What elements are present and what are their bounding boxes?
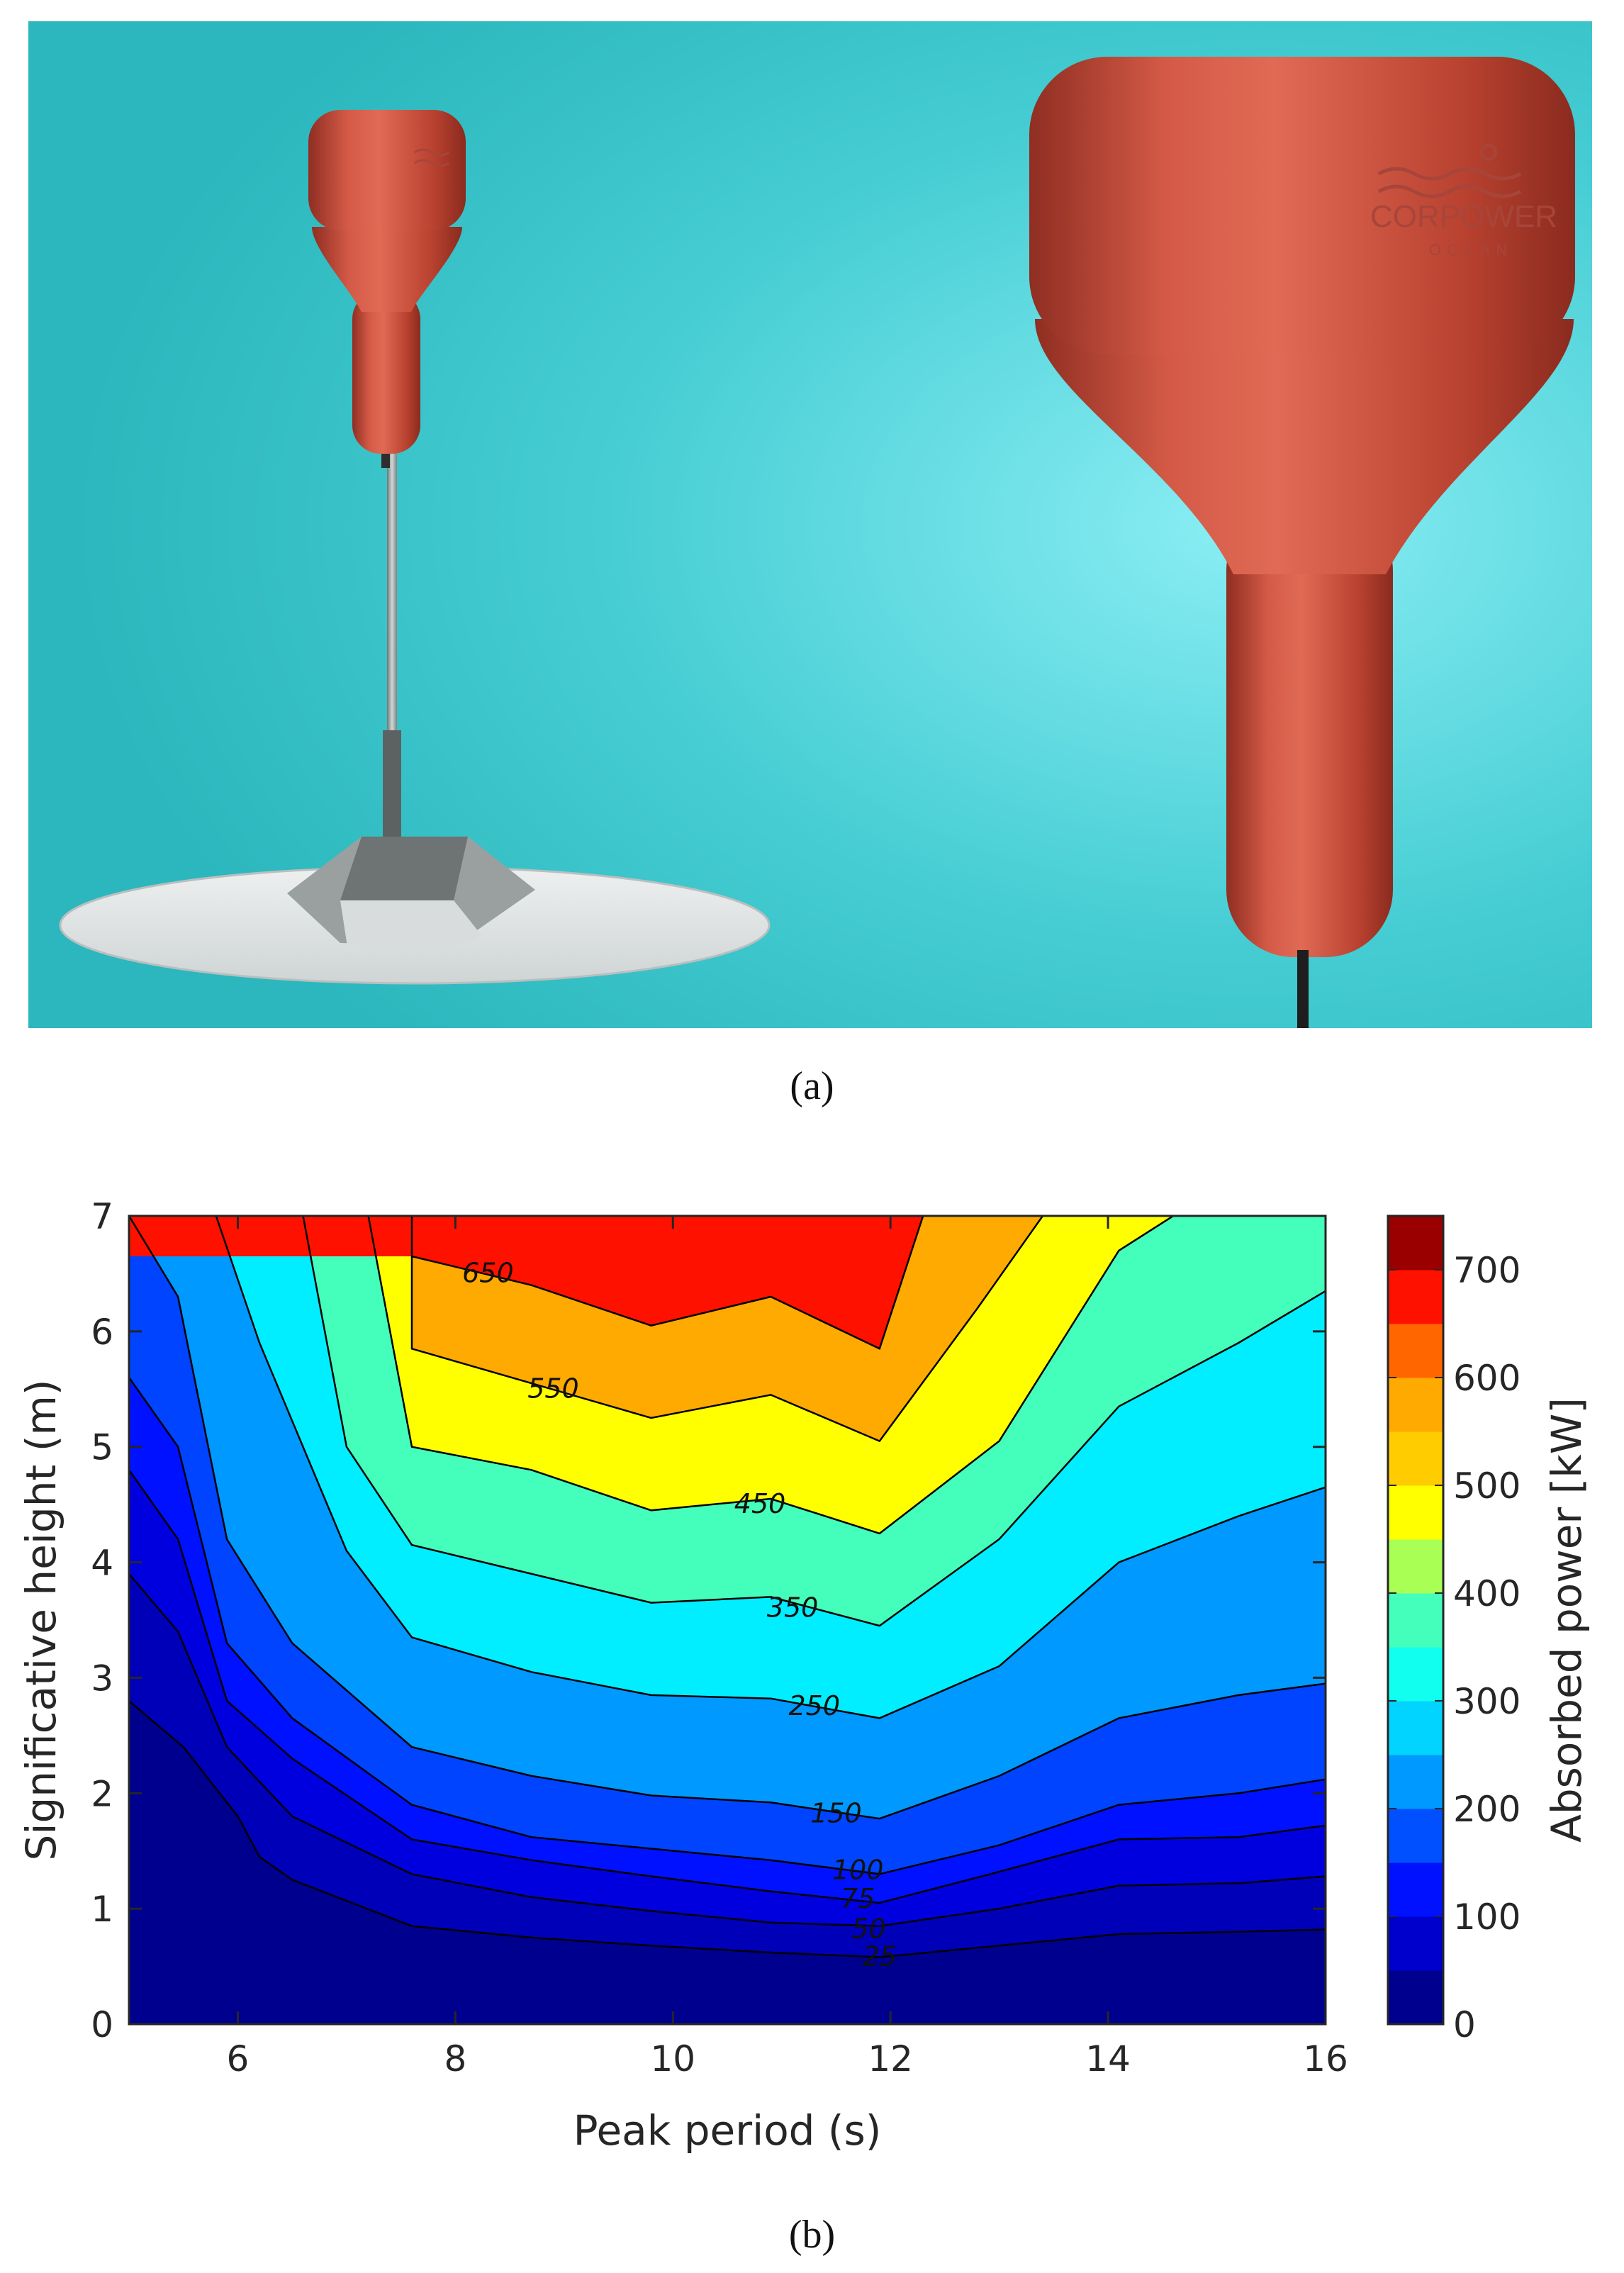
contour-label-550: 550	[527, 1373, 579, 1404]
y-tick-label: 5	[91, 1427, 113, 1468]
contour-lines	[129, 1216, 1326, 1958]
colorbar-segment-650	[1388, 1270, 1443, 1324]
colorbar-segment-250	[1388, 1701, 1443, 1755]
logo-text: CORPOWER	[1370, 199, 1557, 234]
contour-line-50	[129, 1573, 1326, 1927]
colorbar	[1388, 1216, 1443, 2025]
x-tick-label: 10	[650, 2038, 695, 2079]
foundation-block	[287, 837, 535, 950]
colorbar-title: Absorbed power [kW]	[1542, 1397, 1591, 1843]
colorbar-ticks: 0 100 200 300 400 500 600 700	[1388, 1250, 1521, 2045]
contour-label-150: 150	[810, 1798, 862, 1829]
contour-label-50: 50	[851, 1913, 885, 1944]
caption-b: (b)	[788, 2213, 836, 2257]
colorbar-segment-300	[1388, 1647, 1443, 1702]
colorbar-tick-label: 300	[1453, 1681, 1521, 1722]
corpower-logo: CORPOWER OCEAN	[1370, 144, 1557, 259]
colorbar-segment-450	[1388, 1485, 1443, 1540]
x-axis-ticks: 6 8 10 12 14 16	[227, 1216, 1348, 2079]
x-tick-label: 8	[444, 2038, 466, 2079]
logo-subtext: OCEAN	[1429, 241, 1513, 259]
contour-line-150	[129, 1216, 1326, 1820]
small-buoy	[308, 110, 466, 454]
colorbar-tick-label: 600	[1453, 1358, 1521, 1399]
colorbar-tick-label: 100	[1453, 1897, 1521, 1938]
colorbar-segment-600	[1388, 1324, 1443, 1378]
colorbar-segment-100	[1388, 1862, 1443, 1917]
colorbar-tick-label: 200	[1453, 1789, 1521, 1830]
y-axis-title: Significative height (m)	[17, 1380, 65, 1861]
y-tick-label: 1	[91, 1889, 113, 1930]
colorbar-segment-50	[1388, 1916, 1443, 1971]
mooring-rod	[387, 454, 397, 752]
colorbar-segment-0	[1388, 1970, 1443, 2025]
colorbar-tick-label: 0	[1453, 2004, 1476, 2045]
colorbar-frame	[1387, 1214, 1445, 2026]
y-tick-label: 7	[91, 1196, 113, 1237]
plot-area	[129, 1216, 1326, 2024]
colorbar-tick-label: 400	[1453, 1573, 1521, 1614]
contour-label-75: 75	[841, 1883, 875, 1914]
contour-label-250: 250	[788, 1690, 840, 1721]
x-tick-label: 14	[1085, 2038, 1131, 2079]
colorbar-tick-label: 700	[1453, 1250, 1521, 1291]
y-axis-ticks: 0 1 2 3 4 5 6 7	[91, 1196, 1326, 2045]
contour-label-100: 100	[832, 1854, 884, 1885]
contour-line-650	[411, 1216, 924, 1351]
x-axis-title: Peak period (s)	[573, 2106, 882, 2155]
caption-a: (a)	[790, 1064, 834, 1108]
contour-line-75	[129, 1469, 1326, 1904]
contour-line-25	[129, 1700, 1326, 1958]
contour-bands	[129, 1216, 1326, 2024]
colorbar-segment-350	[1388, 1593, 1443, 1648]
colorbar-tick-label: 500	[1453, 1465, 1521, 1507]
y-tick-label: 4	[91, 1543, 113, 1584]
small-buoy-logo	[414, 148, 449, 167]
buoy-tether	[1297, 950, 1309, 1028]
x-tick-label: 12	[868, 2038, 913, 2079]
colorbar-segment-500	[1388, 1431, 1443, 1486]
contour-line-100	[129, 1377, 1326, 1875]
plot-frame	[128, 1214, 1327, 2026]
contour-line-350	[302, 1216, 1326, 1627]
y-tick-label: 0	[91, 2004, 113, 2045]
contour-label-350: 350	[767, 1592, 819, 1624]
contour-line-550	[410, 1216, 1044, 1443]
colorbar-segment-150	[1388, 1809, 1443, 1863]
contour-label-25: 25	[863, 1941, 897, 1972]
y-tick-label: 6	[91, 1312, 113, 1353]
large-buoy: CORPOWER OCEAN	[1029, 57, 1575, 1028]
contour-label-650: 650	[462, 1257, 514, 1288]
y-tick-label: 2	[91, 1773, 113, 1814]
colorbar-segment-200	[1388, 1755, 1443, 1809]
colorbar-segment-700	[1388, 1216, 1443, 1270]
y-tick-label: 3	[91, 1658, 113, 1699]
contour-label-450: 450	[734, 1488, 786, 1519]
band-650	[129, 1216, 924, 1349]
contour-line-450	[367, 1216, 1174, 1535]
contour-line-250	[215, 1216, 1326, 1719]
colorbar-segment-550	[1388, 1378, 1443, 1432]
x-tick-label: 16	[1303, 2038, 1348, 2079]
wave-energy-device-photo: CORPOWER OCEAN	[28, 21, 1592, 1028]
x-tick-label: 6	[227, 2038, 250, 2079]
colorbar-segment-400	[1388, 1539, 1443, 1594]
